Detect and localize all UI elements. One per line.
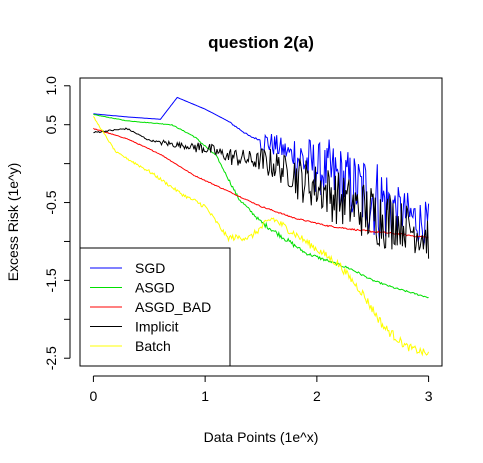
series-line-asgd_bad [93,127,429,239]
series-line-sgd [93,96,430,247]
series-line-asgd [93,113,429,299]
y-tick-label: 0.5 [43,115,59,135]
x-tick-label: 2 [313,388,321,404]
x-axis: 0 1 2 3 [90,375,433,404]
series-group [93,96,430,357]
legend-label: ASGD [135,280,175,296]
y-tick-label: -2.5 [43,346,59,370]
x-tick-label: 0 [90,388,98,404]
y-tick-label: -0.5 [43,190,59,214]
legend-label: ASGD_BAD [135,299,211,315]
x-tick-label: 3 [425,388,433,404]
legend-label: Batch [135,338,171,354]
plot-frame [79,77,443,367]
y-axis: 1.0 0.5 -0.5 -1.5 -2.5 [43,76,71,370]
series-line-implicit [93,127,430,259]
x-axis-label: Data Points (1e^x) [204,429,319,445]
y-tick-label: 1.0 [43,76,59,96]
legend: SGD ASGD ASGD_BAD Implicit Batch [79,247,231,367]
legend-label: SGD [135,260,165,276]
y-tick-label: -1.5 [43,268,59,292]
series-line-batch [93,116,430,357]
x-tick-label: 1 [201,388,209,404]
chart-title: question 2(a) [208,33,314,52]
y-axis-label: Excess Risk (1e^y) [5,163,21,282]
legend-label: Implicit [135,319,179,335]
